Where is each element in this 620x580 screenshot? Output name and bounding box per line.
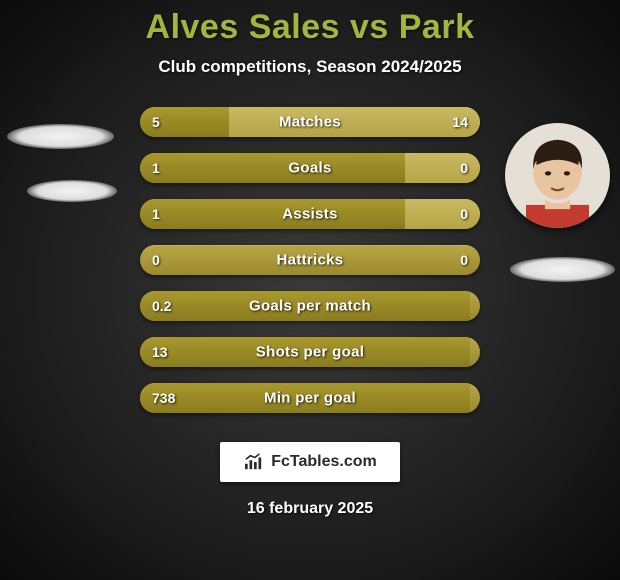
bar-value-right: 0 (460, 160, 468, 176)
comparison-bars: 5 14 Matches 1 0 Goals 1 0 Assists 0 0 Hattricks 0.2… (140, 107, 480, 413)
bar-row: 1 0 Assists (140, 199, 480, 229)
bar-label: Goals (288, 160, 331, 177)
avatar-right (505, 123, 610, 228)
bar-segment-left (140, 199, 405, 229)
bar-row: 738 Min per goal (140, 383, 480, 413)
chart-icon (243, 453, 265, 471)
bar-segment-right (405, 199, 480, 229)
bar-label: Hattricks (277, 252, 344, 269)
watermark: FcTables.com (220, 442, 400, 482)
bar-segment-right (229, 107, 480, 137)
bar-value-left: 0.2 (152, 298, 171, 314)
bar-value-left: 1 (152, 160, 160, 176)
bar-label: Shots per goal (256, 344, 364, 361)
bar-value-left: 738 (152, 390, 175, 406)
avatar-right-shadow (510, 257, 615, 282)
subtitle: Club competitions, Season 2024/2025 (0, 57, 620, 77)
avatar-left-shadow-top (7, 124, 114, 149)
bar-label: Matches (279, 114, 341, 131)
bar-row: 0.2 Goals per match (140, 291, 480, 321)
date-text: 16 february 2025 (247, 500, 373, 518)
avatar-left-shadow-bottom (27, 180, 117, 202)
bar-segment-right (405, 153, 480, 183)
bar-value-left: 0 (152, 252, 160, 268)
bar-label: Min per goal (264, 390, 356, 407)
bar-value-right: 0 (460, 206, 468, 222)
bar-segment-left (140, 153, 405, 183)
bar-row: 13 Shots per goal (140, 337, 480, 367)
bar-label: Goals per match (249, 298, 371, 315)
bar-label: Assists (282, 206, 337, 223)
bar-value-left: 1 (152, 206, 160, 222)
bar-value-left: 13 (152, 344, 168, 360)
bar-row: 1 0 Goals (140, 153, 480, 183)
bar-value-right: 14 (452, 114, 468, 130)
bar-row: 0 0 Hattricks (140, 245, 480, 275)
bar-value-left: 5 (152, 114, 160, 130)
page-title: Alves Sales vs Park (0, 0, 620, 47)
watermark-text: FcTables.com (271, 453, 377, 471)
bar-row: 5 14 Matches (140, 107, 480, 137)
avatar-right-image (505, 123, 610, 228)
bar-value-right: 0 (460, 252, 468, 268)
